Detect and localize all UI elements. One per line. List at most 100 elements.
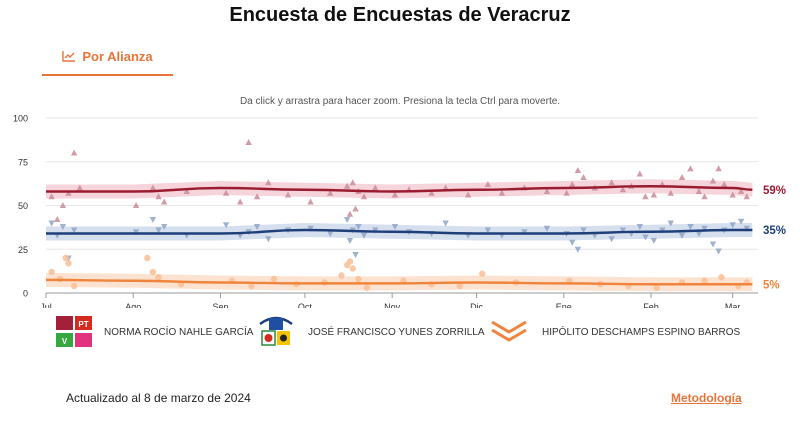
end-value-label: 5% (763, 279, 780, 291)
zoom-hint: Da click y arrastra para hacer zoom. Pre… (239, 96, 561, 107)
poll-point (563, 189, 570, 196)
methodology-link[interactable]: Metodología (671, 391, 742, 405)
tab-por-alianza[interactable]: Por Alianza (42, 38, 173, 76)
poll-point (695, 188, 703, 194)
poll-point (363, 284, 371, 291)
poll-point (479, 270, 486, 277)
poll-point (650, 191, 658, 198)
poll-point (372, 184, 379, 191)
pan-pri-prd-logos-icon (259, 316, 293, 346)
poll-point (352, 205, 359, 212)
end-value-label: 35% (763, 225, 786, 237)
poll-point (59, 224, 67, 230)
poll-point (70, 149, 78, 156)
poll-point (608, 236, 615, 243)
poll-point (667, 189, 674, 196)
poll-point (678, 232, 686, 239)
poll-point (636, 224, 644, 230)
poll-point (701, 225, 708, 232)
poll-point (65, 189, 72, 196)
poll-point (709, 177, 717, 184)
poll-point (253, 224, 261, 230)
poll-point (484, 227, 492, 234)
poll-point (737, 218, 745, 225)
y-tick-label: 75 (18, 157, 28, 167)
poll-point (355, 224, 362, 230)
poll-point (346, 238, 354, 244)
poll-point (155, 274, 162, 281)
poll-point (729, 222, 736, 229)
legend-label-nahle: NORMA ROCÍO NAHLE GARCÍA (104, 326, 254, 338)
legend-item-yunes[interactable]: JOSÉ FRANCISCO YUNES ZORRILLA (258, 312, 485, 352)
y-tick-label: 50 (18, 201, 28, 211)
poll-point (737, 188, 745, 194)
tab-label: Por Alianza (82, 48, 153, 64)
poll-point (642, 193, 649, 200)
poll-point (265, 179, 272, 186)
poll-point (580, 227, 587, 234)
poll-point (464, 191, 472, 198)
poll-point (442, 220, 449, 227)
poll-point (743, 193, 750, 200)
poll-point (183, 188, 190, 194)
poll-point (543, 188, 551, 194)
page-title: Encuesta de Encuestas de Veracruz (229, 4, 571, 26)
poll-point (343, 182, 351, 189)
poll-point (160, 224, 168, 230)
line-chart-icon (62, 51, 76, 62)
y-tick-label: 25 (18, 245, 28, 255)
poll-point (76, 184, 83, 191)
poll-point (569, 181, 576, 187)
poll-point (360, 193, 368, 200)
poll-point (687, 165, 694, 172)
poll-point (245, 139, 252, 145)
poll-point (521, 229, 528, 236)
confidence-band (46, 272, 753, 292)
poll-point (155, 227, 162, 234)
x-tick-label: Oct (298, 302, 313, 308)
poll-point (48, 220, 55, 227)
x-tick-label: Ago (125, 302, 141, 308)
svg-text:V: V (62, 337, 68, 346)
poll-point (456, 282, 463, 290)
poll-point (222, 222, 230, 229)
y-tick-label: 100 (13, 114, 28, 124)
poll-point (574, 246, 582, 253)
poll-point (650, 238, 658, 244)
poll-point (48, 193, 55, 200)
poll-point (155, 193, 162, 200)
poll-point (265, 236, 272, 243)
x-tick-label: Dic (470, 302, 483, 308)
poll-point (346, 258, 354, 265)
trend-line (45, 278, 753, 286)
poll-point (391, 224, 399, 230)
poll-point (715, 165, 722, 172)
legend-label-deschamps: HIPÓLITO DESCHAMPS ESPINO BARROS (542, 326, 741, 338)
poll-point (636, 170, 644, 177)
trend-line (46, 228, 753, 235)
poll-point (54, 216, 61, 222)
poll-point (709, 241, 717, 248)
poll-point (619, 186, 627, 193)
poll-point (743, 225, 750, 232)
poll-point (59, 202, 67, 208)
poll-point (248, 282, 255, 290)
x-tick-label: Feb (643, 302, 659, 308)
poll-point (687, 224, 694, 230)
confidence-band (46, 179, 753, 199)
legend-item-nahle[interactable]: PT V NORMA ROCÍO NAHLE GARCÍA (56, 312, 253, 352)
updated-date: Actualizado al 8 de marzo de 2024 (66, 391, 251, 405)
poll-point (270, 275, 278, 283)
x-tick-label: Jul (40, 302, 52, 308)
poll-point (428, 189, 435, 196)
poll-point (721, 181, 728, 187)
poll-point (653, 284, 660, 291)
poll-point (307, 198, 314, 205)
x-tick-label: Sep (212, 302, 228, 308)
movimiento-ciudadano-logo-icon (491, 320, 527, 342)
poll-point (569, 239, 576, 246)
poll-chart[interactable]: 0 25 50 75 100 Jul Ago Sep Oct Nov Dic Ene Feb Mar 59%… (0, 108, 800, 309)
x-tick-label: Ene (556, 302, 572, 308)
poll-point (62, 254, 69, 262)
legend-item-deschamps[interactable]: HIPÓLITO DESCHAMPS ESPINO BARROS (488, 312, 740, 352)
